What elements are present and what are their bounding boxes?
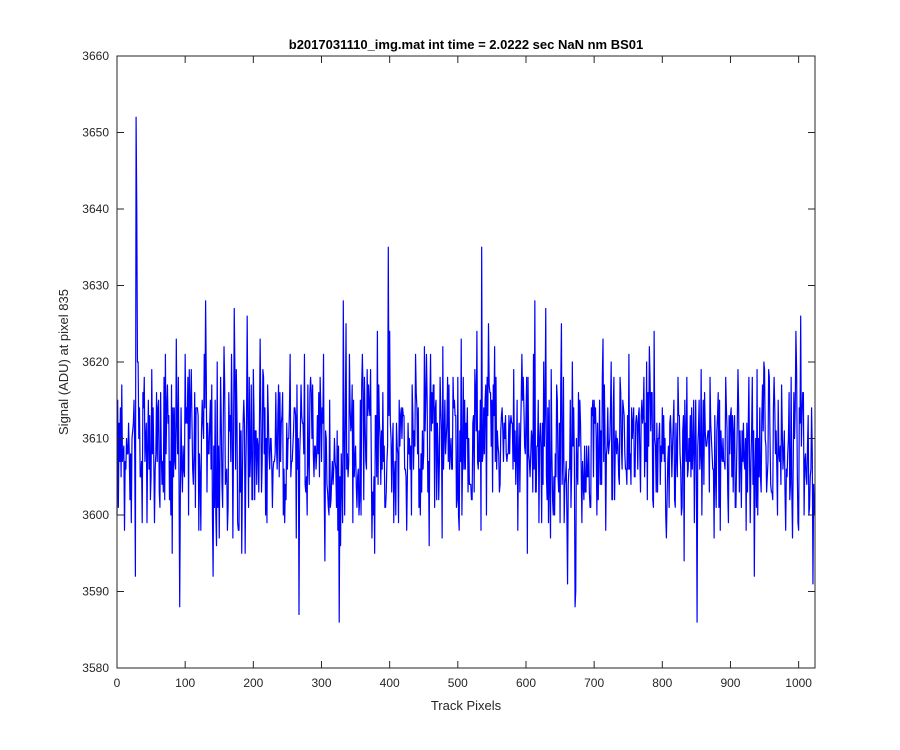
y-tick-label: 3580 xyxy=(82,661,109,675)
x-tick-label: 400 xyxy=(380,676,400,690)
x-tick-label: 300 xyxy=(311,676,331,690)
x-tick-label: 200 xyxy=(243,676,263,690)
x-tick-label: 600 xyxy=(516,676,536,690)
plot-area xyxy=(117,56,815,668)
x-tick-label: 700 xyxy=(584,676,604,690)
y-tick-label: 3620 xyxy=(82,355,109,369)
chart-title: b2017031110_img.mat int time = 2.0222 se… xyxy=(289,37,643,52)
y-tick-label: 3600 xyxy=(82,508,109,522)
x-tick-label: 800 xyxy=(652,676,672,690)
x-tick-label: 500 xyxy=(448,676,468,690)
y-tick-label: 3590 xyxy=(82,585,109,599)
tick-layer: 0 100 200 300 400 500 600 700 800 900 1000 3580 3590… xyxy=(82,49,815,690)
series-layer xyxy=(116,116,815,623)
x-tick-label: 0 xyxy=(114,676,121,690)
x-axis-label: Track Pixels xyxy=(431,698,502,713)
y-tick-label: 3660 xyxy=(82,49,109,63)
y-tick-label: 3630 xyxy=(82,279,109,293)
x-tick-label: 1000 xyxy=(785,676,812,690)
y-tick-label: 3650 xyxy=(82,126,109,140)
y-tick-label: 3640 xyxy=(82,202,109,216)
x-tick-label: 100 xyxy=(175,676,195,690)
y-axis-label: Signal (ADU) at pixel 835 xyxy=(56,289,71,435)
y-tick-label: 3610 xyxy=(82,432,109,446)
x-tick-label: 900 xyxy=(720,676,740,690)
signal-series-line xyxy=(116,116,815,623)
